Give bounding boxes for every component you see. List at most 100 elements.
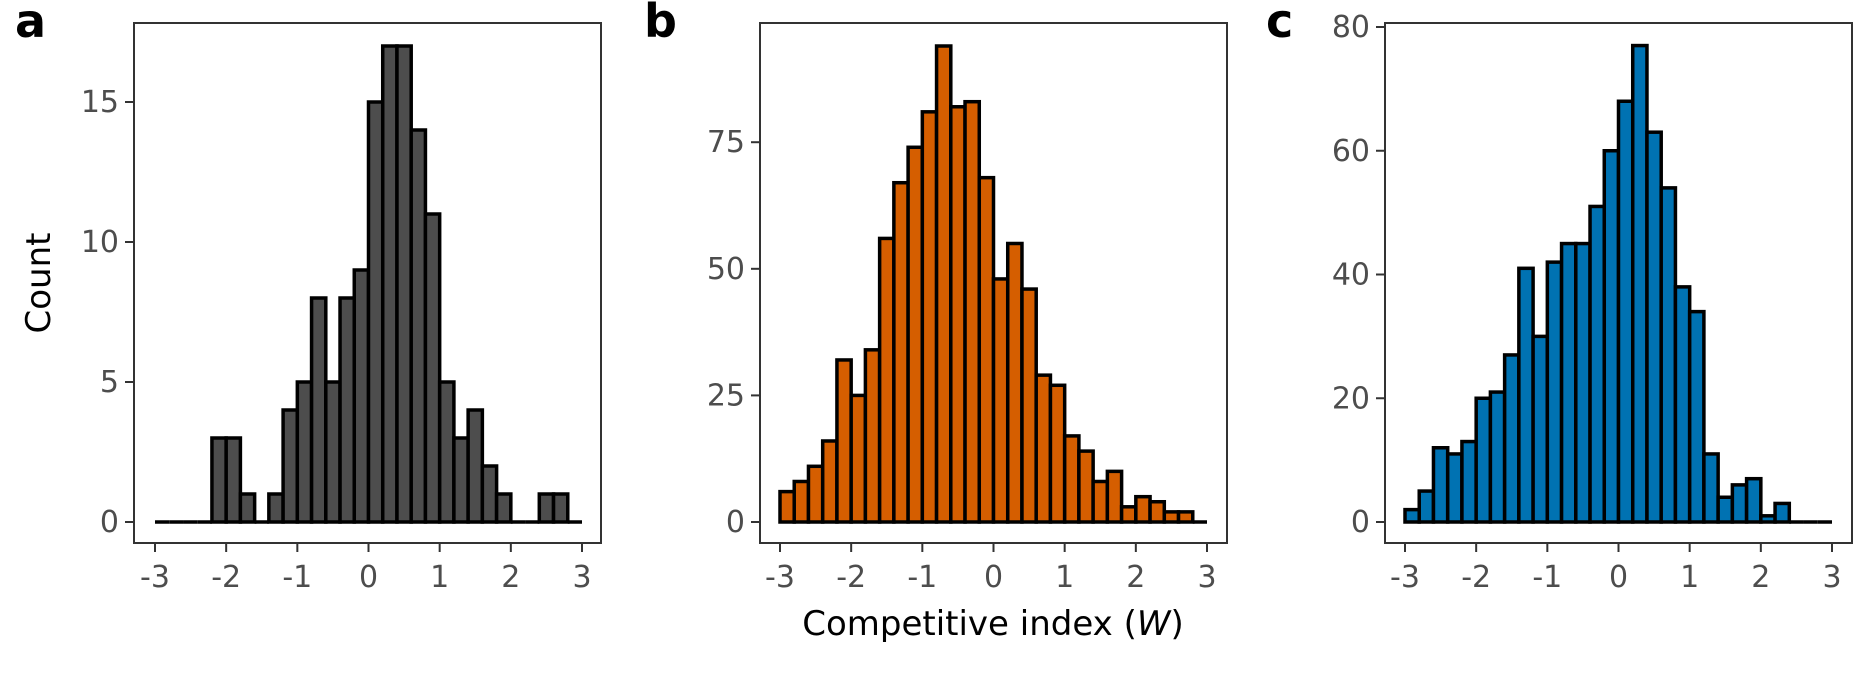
histogram-bar xyxy=(466,408,485,524)
histogram-bar xyxy=(1474,396,1493,524)
y-tick-label: 5 xyxy=(100,365,119,400)
histogram-bar xyxy=(863,348,882,524)
histogram-bar xyxy=(409,128,428,524)
x-tick-label: -2 xyxy=(211,560,241,595)
x-tick-label: -1 xyxy=(1532,560,1562,595)
histogram-bar xyxy=(1531,334,1550,524)
histogram-bar xyxy=(1517,266,1535,524)
y-tick-label: 75 xyxy=(707,125,745,160)
histogram-bar xyxy=(1176,510,1195,524)
histogram-bar xyxy=(309,296,328,524)
histogram-bar xyxy=(1744,476,1763,524)
histogram-bar xyxy=(267,492,285,524)
histogram-bar xyxy=(366,100,385,524)
x-tick-label: 1 xyxy=(430,560,449,595)
histogram-bar xyxy=(281,408,300,524)
panel-b: b Competitive index (W) 0 25 50 75 -3 -2 -1 0 1 2… xyxy=(644,0,1228,644)
y-tick-label: 10 xyxy=(81,225,119,260)
histogram-bar xyxy=(877,236,896,524)
histogram-bar xyxy=(423,212,442,524)
x-tick-label: 3 xyxy=(572,560,591,595)
histogram-bar xyxy=(1588,204,1607,524)
y-tick-label: 20 xyxy=(1332,381,1370,416)
histogram-bar xyxy=(1034,373,1053,524)
x-tick-label: -1 xyxy=(907,560,937,595)
histogram-bar xyxy=(1134,494,1152,524)
histogram-bar xyxy=(324,380,342,524)
histogram-bar xyxy=(551,492,570,524)
y-tick-label: 0 xyxy=(100,505,119,540)
histogram-bar xyxy=(849,393,868,524)
histogram-bar xyxy=(778,489,796,524)
histogram-bar xyxy=(963,99,982,524)
histogram-bar xyxy=(1602,149,1621,524)
y-tick-label: 80 xyxy=(1332,10,1370,45)
histogram-bar xyxy=(1659,186,1678,524)
histogram-bar xyxy=(395,44,413,524)
histogram-bar xyxy=(1716,495,1735,524)
histogram-bar xyxy=(380,44,399,524)
histogram-bar xyxy=(1417,489,1436,524)
histogram-bar xyxy=(1105,469,1124,524)
x-tick-label: -2 xyxy=(836,560,866,595)
histogram-bar xyxy=(480,464,499,524)
histogram-bar xyxy=(1162,510,1181,524)
histogram-bar xyxy=(906,145,925,524)
x-tick-label: -3 xyxy=(1390,560,1420,595)
panel-a-label: a xyxy=(15,0,46,48)
x-tick-label: 0 xyxy=(359,560,378,595)
panel-a: a Count 0 5 10 15 -3 -2 -1 0 1 2 3 xyxy=(15,0,602,595)
histogram-bar xyxy=(1773,501,1792,524)
histogram-bar xyxy=(1630,43,1649,524)
y-tick-label: 40 xyxy=(1332,258,1370,293)
histogram-bar xyxy=(920,110,939,524)
histogram-bar xyxy=(494,492,513,524)
x-tick-label: 1 xyxy=(1055,560,1074,595)
histogram-bar xyxy=(1445,452,1464,524)
histogram-bar xyxy=(792,479,811,524)
histogram-bar xyxy=(835,358,853,524)
histogram-bar xyxy=(1077,449,1095,524)
histogram-bar xyxy=(1403,507,1421,524)
y-tick-label: 15 xyxy=(81,85,119,120)
x-axis-title-text: Competitive index ( xyxy=(802,604,1137,644)
histogram-bar xyxy=(1673,285,1692,524)
x-tick-label: -2 xyxy=(1461,560,1491,595)
histogram-bar xyxy=(934,44,953,524)
histogram-bar xyxy=(820,439,839,524)
histogram-bar xyxy=(338,296,357,524)
histogram-bar xyxy=(1091,479,1110,524)
histogram-bar xyxy=(437,380,456,524)
histogram-bar xyxy=(1687,309,1706,524)
histogram-bar xyxy=(1730,483,1749,524)
x-tick-label: -3 xyxy=(140,560,170,595)
histogram-bar xyxy=(210,436,228,524)
histogram-bar xyxy=(452,436,470,524)
y-axis-title: Count xyxy=(19,233,59,334)
x-tick-label: 2 xyxy=(1751,560,1770,595)
x-axis-title-end: ) xyxy=(1171,604,1184,644)
histogram-bar xyxy=(1502,353,1521,524)
histogram-bar xyxy=(1460,439,1478,524)
y-tick-label: 0 xyxy=(726,505,745,540)
histogram-bar xyxy=(977,175,996,524)
histogram-bar xyxy=(949,105,967,524)
panel-c-label: c xyxy=(1266,0,1293,48)
histogram-bar xyxy=(1559,241,1578,524)
histogram-bar xyxy=(1759,514,1777,524)
histogram-bar xyxy=(224,436,243,524)
histogram-bar xyxy=(352,268,371,524)
x-tick-label: 3 xyxy=(1822,560,1841,595)
histogram-bar xyxy=(238,492,257,524)
y-tick-label: 0 xyxy=(1351,505,1370,540)
histogram-bar xyxy=(991,277,1010,524)
x-tick-label: 0 xyxy=(1609,560,1628,595)
y-tick-label: 60 xyxy=(1332,134,1370,169)
x-tick-label: 1 xyxy=(1680,560,1699,595)
x-axis-title-variable: W xyxy=(1137,604,1172,644)
histogram-bar xyxy=(1488,390,1507,524)
histogram-bar xyxy=(1119,505,1138,524)
histogram-bar xyxy=(1020,287,1038,524)
histogram-bar xyxy=(1148,499,1167,524)
